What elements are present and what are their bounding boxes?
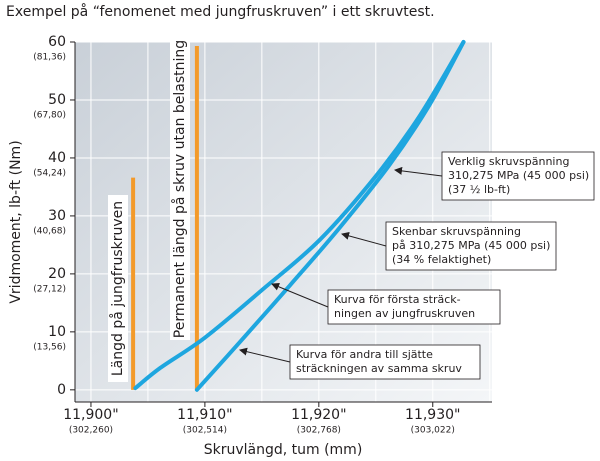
annotation-arrow bbox=[341, 231, 387, 247]
annotation-text: Verklig skruvspänning bbox=[448, 155, 569, 168]
x-tick-label: 11,910" bbox=[177, 407, 232, 423]
annotation-text: 310,275 MPa (45 000 psi) bbox=[448, 169, 589, 182]
y-tick-label: 20 bbox=[48, 266, 66, 282]
x-tick-secondary-label: (302,768) bbox=[297, 426, 341, 436]
x-tick-secondary-label: (303,022) bbox=[411, 426, 455, 436]
y-tick-label: 30 bbox=[48, 208, 66, 224]
marker-label: Permanent längd på skruv utan belastning bbox=[171, 40, 188, 338]
annotation-text: på 310,275 MPa (45 000 psi) bbox=[392, 239, 550, 252]
y-axis-label: Vridmoment, lb-ft (Nm) bbox=[8, 140, 24, 303]
y-tick-label: 10 bbox=[48, 324, 66, 340]
annotation-text: (37 ½ lb-ft) bbox=[448, 183, 510, 196]
annotation-text: (34 % felaktighet) bbox=[392, 253, 491, 266]
annotation-arrow bbox=[271, 282, 329, 308]
marker-label-box bbox=[170, 38, 190, 340]
annotation-text: Skenbar skruvspänning bbox=[392, 225, 521, 238]
y-tick-secondary-label: (54,24) bbox=[33, 168, 66, 178]
annotation-arrow bbox=[394, 166, 443, 177]
curve bbox=[194, 40, 466, 392]
annotation-text: Kurva för första sträck- bbox=[334, 293, 461, 306]
x-tick-secondary-label: (302,514) bbox=[183, 426, 227, 436]
annotation-box bbox=[327, 289, 501, 325]
chart-title: Exempel på “fenomenet med jungfruskruven… bbox=[6, 3, 435, 20]
annotation-text: ningen av jungfruskruven bbox=[334, 307, 475, 320]
annotation-box bbox=[441, 151, 595, 201]
y-tick-label: 50 bbox=[48, 92, 66, 108]
marker-label-box bbox=[108, 195, 128, 382]
y-tick-secondary-label: (27,12) bbox=[33, 284, 66, 294]
x-tick-label: 11,920" bbox=[291, 407, 346, 423]
y-tick-label: 40 bbox=[48, 150, 66, 166]
y-tick-secondary-label: (13,56) bbox=[33, 342, 66, 352]
marker-label: Längd på jungfruskruven bbox=[109, 201, 126, 376]
x-tick-label: 11,900" bbox=[63, 407, 118, 423]
y-tick-secondary-label: (81,36) bbox=[33, 53, 66, 63]
y-tick-secondary-label: (40,68) bbox=[33, 226, 66, 236]
x-tick-label: 11,930" bbox=[405, 407, 460, 423]
annotation-text: Kurva för andra till sjätte bbox=[296, 348, 433, 361]
y-tick-secondary-label: (67,80) bbox=[33, 110, 66, 120]
y-tick-label: 60 bbox=[48, 34, 66, 50]
annotation-box bbox=[289, 344, 481, 380]
annotation-arrow bbox=[239, 347, 291, 363]
annotation-text: sträckningen av samma skruv bbox=[296, 362, 462, 375]
x-axis-label: Skruvlängd, tum (mm) bbox=[204, 442, 363, 458]
curve bbox=[133, 40, 466, 391]
y-tick-label: 0 bbox=[57, 382, 66, 398]
x-tick-secondary-label: (302,260) bbox=[69, 426, 113, 436]
